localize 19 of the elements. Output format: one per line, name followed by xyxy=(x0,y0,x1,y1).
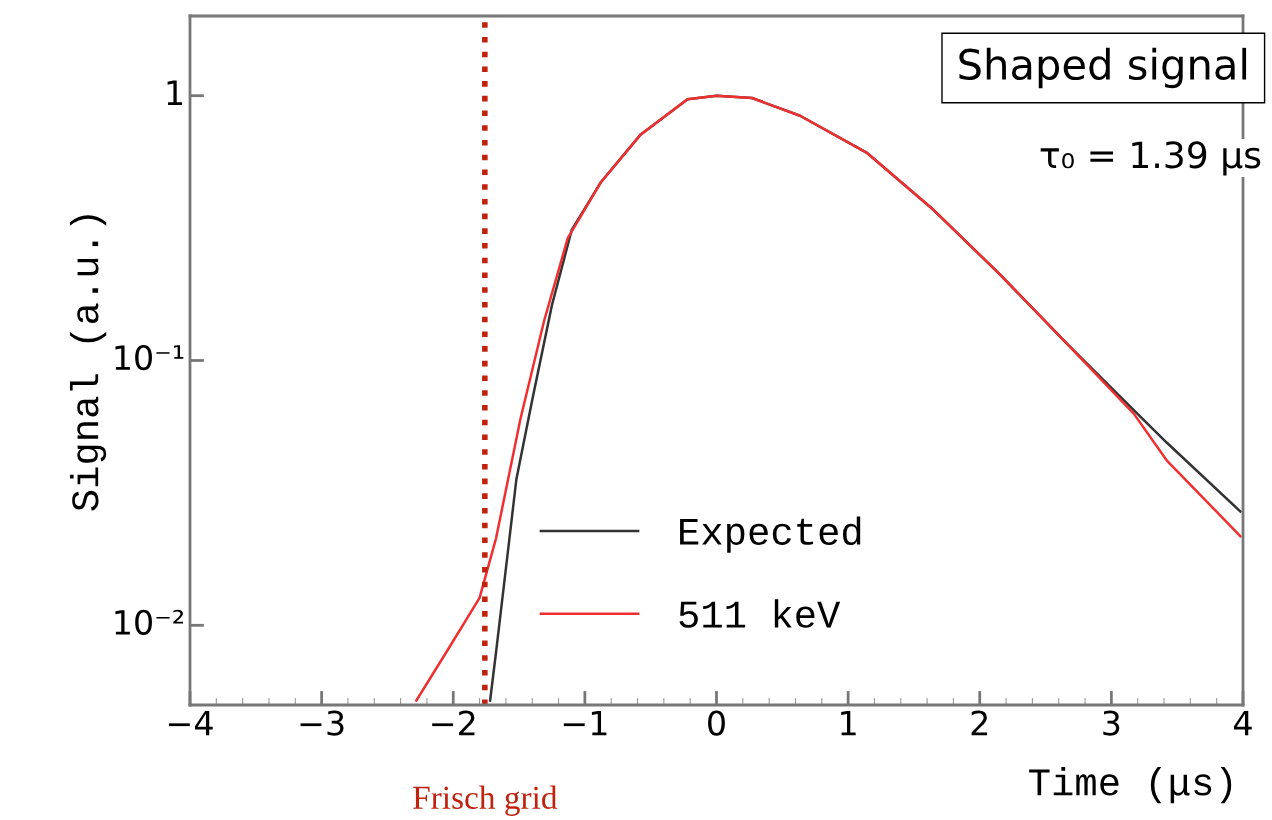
x-tick-label: 2 xyxy=(971,710,988,736)
x-tick-label: 1 xyxy=(841,710,856,736)
legend-label: 511 keV xyxy=(679,599,841,628)
ref-line-label: Frisch grid xyxy=(413,785,558,816)
annotation: Shaped signal xyxy=(959,47,1247,89)
y-tick-label: 10⁻¹ xyxy=(115,344,184,371)
y-axis-title: Signal (a.u.) xyxy=(69,215,107,511)
x-tick-label: 3 xyxy=(1103,710,1120,736)
x-tick-label: −1 xyxy=(563,710,607,736)
x-tick-label: −3 xyxy=(300,710,344,736)
annotation: τ₀ = 1.39 μs xyxy=(1040,141,1261,176)
x-tick-label: 0 xyxy=(708,710,725,736)
x-axis-title: Time (μs) xyxy=(1029,767,1232,804)
legend-label: Expected xyxy=(680,516,861,553)
x-tick-label: 4 xyxy=(1234,710,1252,736)
y-tick-label: 1 xyxy=(167,80,183,105)
x-tick-label: −4 xyxy=(168,710,213,736)
x-tick-label: −2 xyxy=(432,710,475,736)
y-tick-label: 10⁻² xyxy=(115,609,184,635)
